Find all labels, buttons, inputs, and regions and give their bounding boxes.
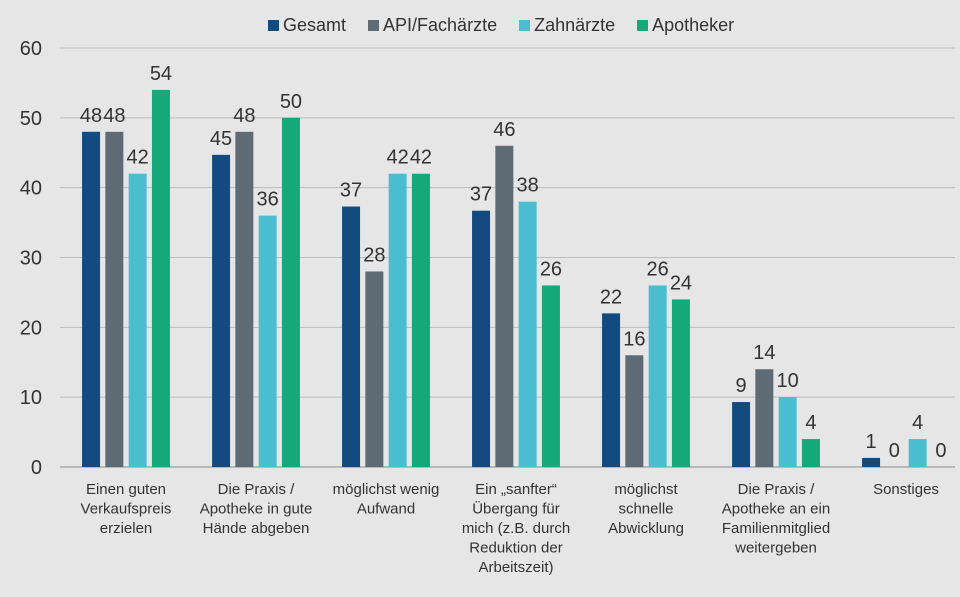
bar	[235, 131, 254, 468]
data-label: 0	[889, 440, 900, 462]
legend-label: Zahnärzte	[534, 15, 616, 35]
data-label: 37	[340, 180, 362, 202]
y-tick-label: 40	[20, 178, 42, 200]
data-label: 46	[493, 119, 515, 141]
bar	[495, 145, 514, 467]
legend-item-api-fachaerzte: API/Fachärzte	[368, 15, 497, 36]
data-label: 24	[670, 272, 692, 294]
legend-swatch	[519, 20, 531, 31]
legend-label: API/Fachärzte	[383, 15, 498, 35]
bar	[625, 355, 644, 467]
x-tick-label: möglichst schnelle Abwicklung	[608, 481, 684, 537]
x-tick-label: Die Praxis / Apotheke an ein Familienmitgl…	[722, 481, 830, 557]
data-label: 22	[600, 286, 622, 308]
x-tick-label: möglichst wenig Aufwand	[333, 481, 440, 518]
data-label: 9	[735, 375, 746, 397]
y-tick-label: 0	[31, 457, 42, 479]
x-tick-label: Sonstiges	[873, 481, 939, 498]
data-label: 1	[865, 431, 876, 453]
bar	[212, 154, 231, 467]
bar	[801, 439, 820, 467]
bar	[105, 131, 124, 468]
bar	[342, 206, 361, 467]
bar	[388, 173, 407, 467]
bar	[128, 173, 147, 467]
data-label: 45	[210, 128, 232, 150]
data-label: 28	[363, 244, 385, 266]
x-tick-label: Die Praxis / Apotheke in gute Hände abgebe…	[200, 481, 313, 537]
data-label: 10	[777, 370, 799, 392]
data-label: 26	[540, 258, 562, 280]
bar	[541, 285, 560, 467]
data-label: 0	[935, 440, 946, 462]
bar	[472, 210, 491, 467]
bar	[602, 313, 621, 467]
bar	[258, 215, 277, 467]
x-tick-label: Ein „sanfter“ Übergang für mich (z.B. durc…	[462, 481, 570, 576]
data-label: 42	[410, 147, 432, 169]
x-tick-label: Einen guten Verkaufspreis erzielen	[81, 481, 172, 537]
bar	[151, 89, 170, 468]
bar	[862, 457, 881, 467]
data-label: 16	[623, 328, 645, 350]
legend-item-gesamt: Gesamt	[268, 15, 346, 36]
bar	[732, 402, 751, 467]
legend-swatch	[268, 20, 279, 31]
legend-item-apotheker: Apotheker	[637, 15, 734, 36]
data-label: 37	[470, 184, 492, 206]
data-label: 38	[517, 175, 539, 197]
data-label: 4	[912, 412, 923, 434]
data-label: 42	[387, 147, 409, 169]
bar	[365, 271, 384, 467]
legend-label: Gesamt	[283, 15, 347, 35]
bar	[755, 369, 774, 467]
data-label: 48	[233, 105, 255, 127]
data-label: 36	[257, 189, 279, 211]
legend-swatch	[368, 20, 380, 31]
data-label: 4	[805, 412, 816, 434]
data-label: 26	[647, 258, 669, 280]
y-tick-label: 20	[20, 317, 42, 339]
legend-item-zahnaerzte: Zahnärzte	[519, 15, 615, 36]
bar	[518, 201, 537, 467]
bar	[671, 299, 690, 467]
bar	[281, 117, 300, 467]
y-tick-label: 10	[20, 387, 42, 409]
bar	[411, 173, 430, 467]
y-tick-label: 30	[20, 248, 42, 270]
bar	[648, 285, 667, 467]
data-label: 42	[127, 147, 149, 169]
bar	[82, 131, 101, 468]
legend-swatch	[637, 20, 649, 31]
bar	[778, 397, 797, 467]
data-label: 50	[280, 91, 302, 113]
bar	[908, 439, 927, 467]
legend: Gesamt API/Fachärzte Zahnärzte Apotheker	[268, 15, 734, 36]
data-label: 48	[103, 105, 125, 127]
y-tick-label: 60	[20, 38, 42, 60]
y-tick-label: 50	[20, 108, 42, 130]
data-label: 48	[80, 105, 102, 127]
legend-label: Apotheker	[652, 15, 735, 35]
data-label: 54	[150, 63, 172, 85]
data-label: 14	[753, 342, 775, 364]
